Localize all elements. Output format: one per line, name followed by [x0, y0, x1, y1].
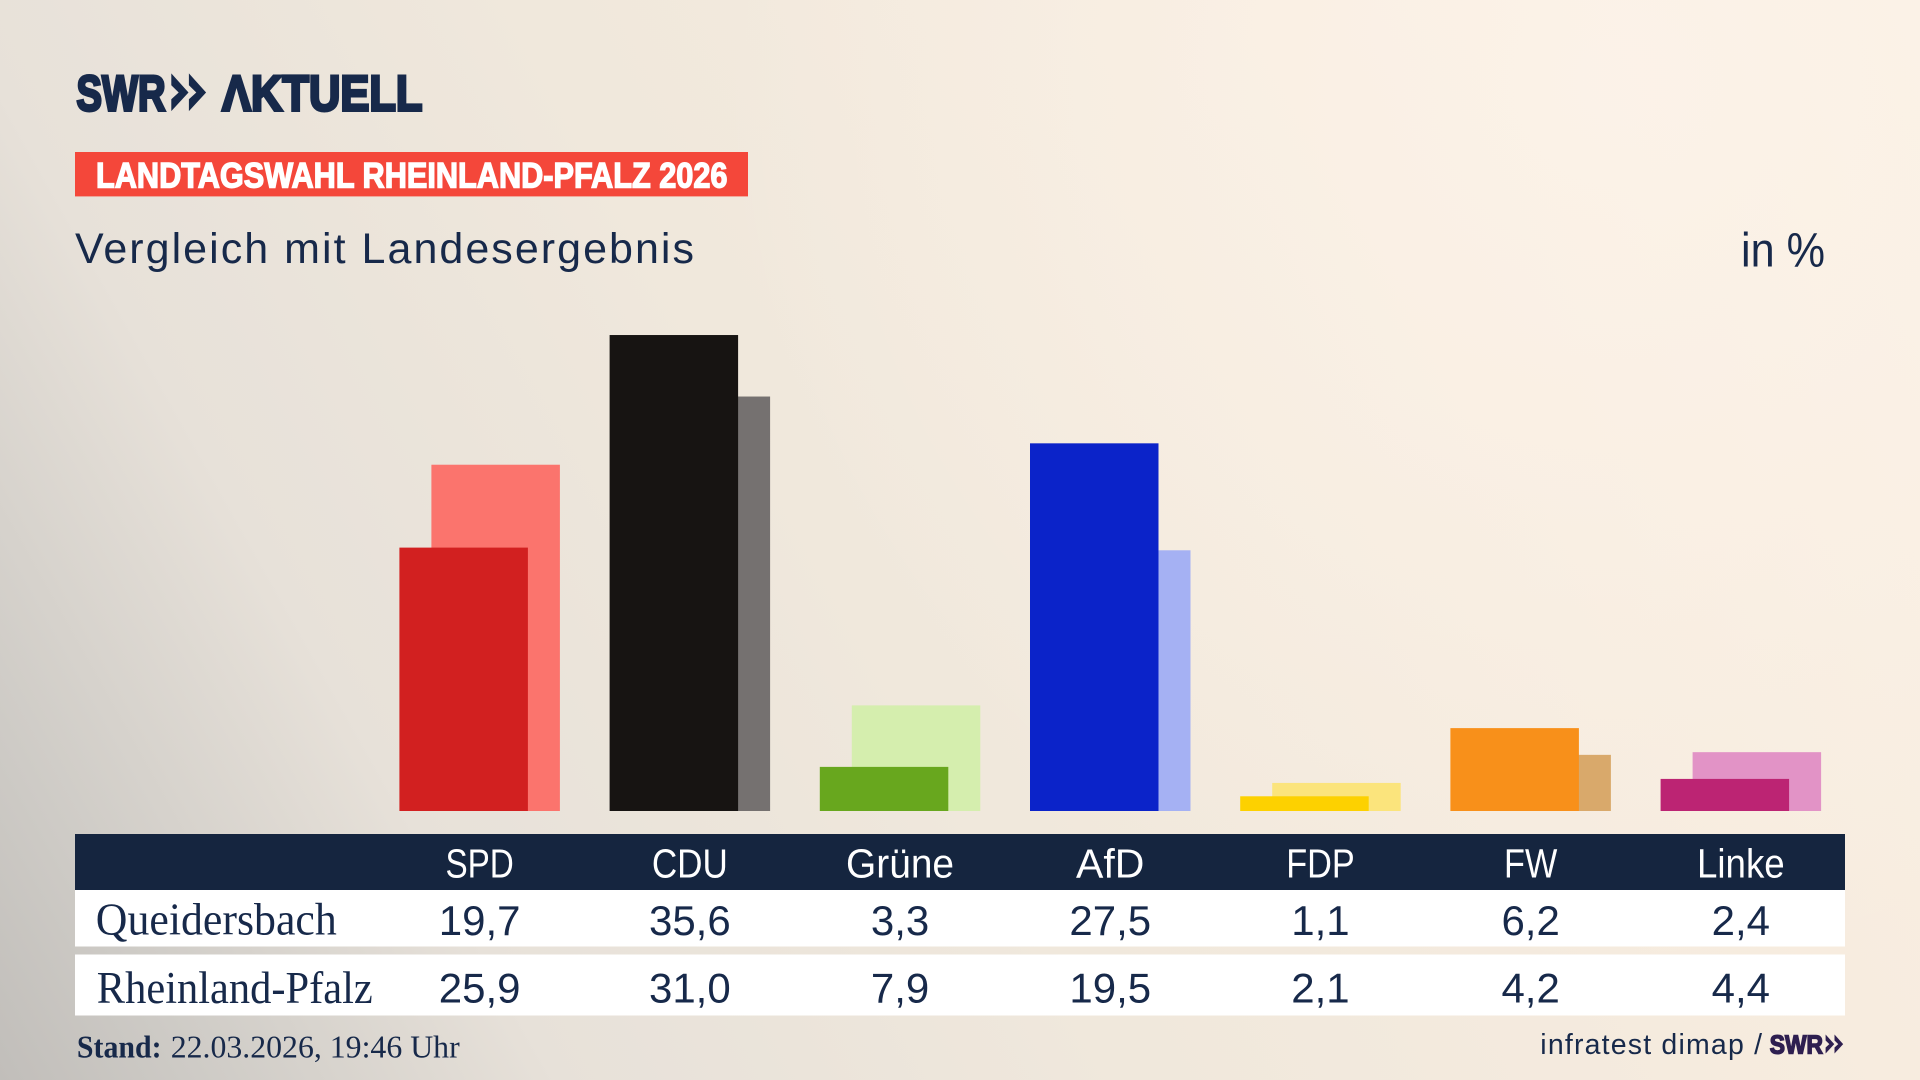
- svg-text:SWR: SWR: [77, 66, 166, 122]
- svg-text:Stand:: Stand:: [77, 1029, 162, 1065]
- svg-text:7,9: 7,9: [871, 965, 929, 1012]
- svg-text:ΛKTUELL: ΛKTUELL: [222, 66, 423, 122]
- svg-text:CDU: CDU: [652, 840, 728, 886]
- svg-text:Linke: Linke: [1697, 840, 1785, 886]
- svg-text:Grüne: Grüne: [846, 840, 954, 886]
- svg-text:FW: FW: [1504, 840, 1557, 886]
- svg-text:25,9: 25,9: [439, 965, 521, 1012]
- svg-text:6,2: 6,2: [1501, 897, 1559, 944]
- svg-text:1,1: 1,1: [1291, 897, 1349, 944]
- svg-text:in %: in %: [1741, 225, 1825, 278]
- svg-text:4,4: 4,4: [1712, 965, 1770, 1012]
- svg-text:AfD: AfD: [1076, 840, 1144, 886]
- svg-text:27,5: 27,5: [1069, 897, 1151, 944]
- svg-text:19,7: 19,7: [439, 897, 521, 944]
- svg-text:Rheinland-Pfalz: Rheinland-Pfalz: [97, 963, 373, 1013]
- svg-text:19,5: 19,5: [1069, 965, 1151, 1012]
- svg-text:2,4: 2,4: [1712, 897, 1770, 944]
- svg-text:2,1: 2,1: [1291, 965, 1349, 1012]
- svg-text:31,0: 31,0: [649, 965, 731, 1012]
- svg-text:SWR: SWR: [1770, 1029, 1823, 1059]
- svg-text:LANDTAGSWAHL RHEINLAND-PFALZ 2: LANDTAGSWAHL RHEINLAND-PFALZ 2026: [96, 156, 728, 195]
- svg-text:3,3: 3,3: [871, 897, 929, 944]
- svg-text:22.03.2026, 19:46 Uhr: 22.03.2026, 19:46 Uhr: [171, 1029, 460, 1065]
- svg-text:35,6: 35,6: [649, 897, 731, 944]
- svg-text:Queidersbach: Queidersbach: [96, 895, 337, 945]
- svg-text:FDP: FDP: [1286, 840, 1355, 886]
- svg-text:SPD: SPD: [445, 840, 513, 886]
- svg-text:4,2: 4,2: [1501, 965, 1559, 1012]
- svg-text:Vergleich mit Landesergebnis: Vergleich mit Landesergebnis: [75, 225, 694, 273]
